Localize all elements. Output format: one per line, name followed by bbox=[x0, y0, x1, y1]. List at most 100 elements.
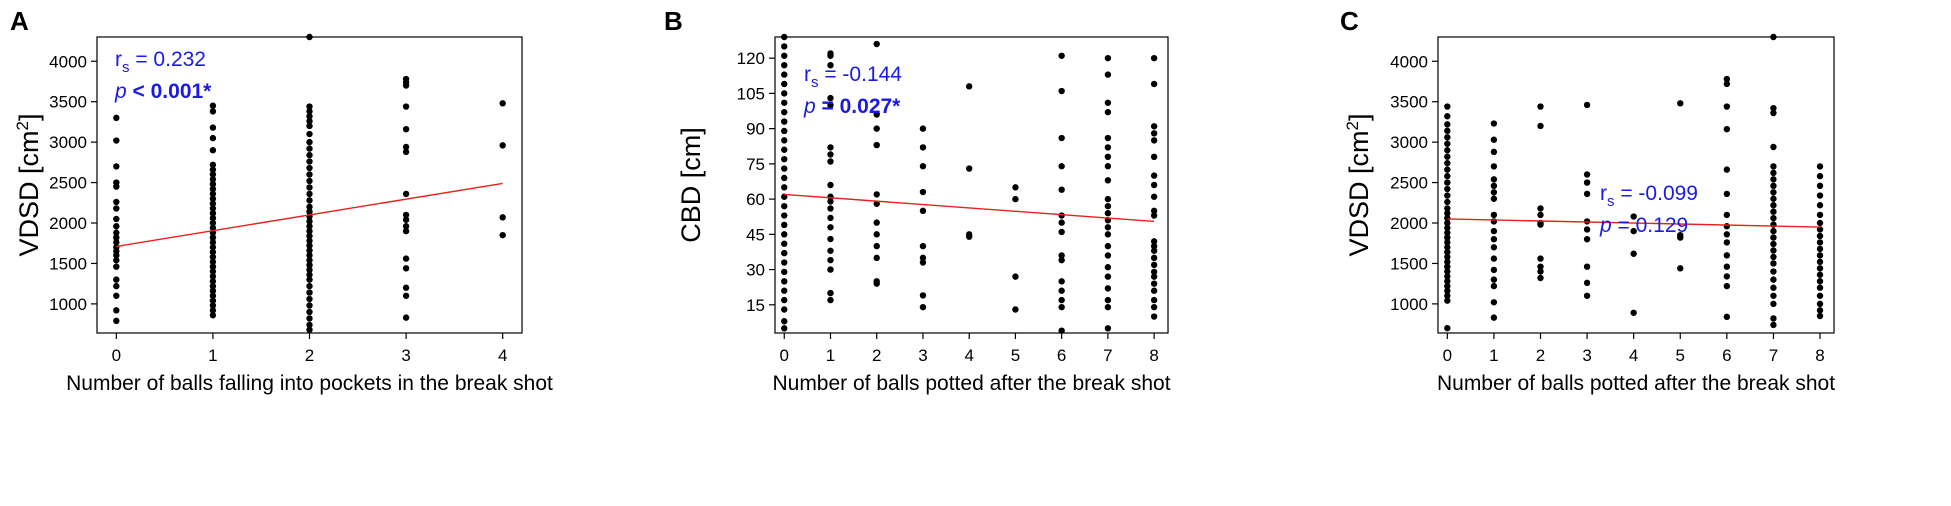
data-point-a bbox=[402, 284, 410, 291]
data-point-a bbox=[209, 108, 217, 115]
data-point-c bbox=[1723, 190, 1731, 198]
data-point-a bbox=[113, 114, 120, 122]
data-point-b bbox=[1150, 54, 1158, 62]
data-point-a bbox=[209, 210, 217, 217]
data-point-c bbox=[1444, 172, 1451, 180]
data-point-c bbox=[1770, 169, 1777, 177]
data-point-b bbox=[1150, 247, 1158, 254]
panel-a: A 1000 1500 2000 2500 3000 3500 4000 0 1 2 3 4 Number… bbox=[10, 6, 553, 395]
data-point-c bbox=[1770, 33, 1777, 41]
data-point-b bbox=[781, 212, 788, 219]
y-tick-label-a: 4000 bbox=[49, 52, 87, 71]
data-point-c bbox=[1444, 268, 1451, 275]
data-point-b bbox=[827, 247, 834, 254]
data-point-a bbox=[209, 161, 217, 168]
data-point-a bbox=[209, 224, 217, 232]
data-point-a bbox=[306, 326, 313, 333]
x-tick-label-c: 0 bbox=[1443, 346, 1452, 365]
data-point-a bbox=[402, 125, 410, 133]
data-point-b bbox=[827, 296, 834, 304]
data-point-b bbox=[781, 202, 788, 210]
x-axis-title-a: Number of balls falling into pockets in … bbox=[66, 372, 553, 395]
data-point-a bbox=[113, 234, 120, 241]
data-point-b bbox=[1104, 177, 1112, 184]
y-tick-label-c: 1500 bbox=[1390, 254, 1428, 273]
data-point-c bbox=[1816, 245, 1824, 253]
data-point-c bbox=[1490, 195, 1498, 202]
data-point-a bbox=[113, 215, 120, 223]
x-tick-label-c: 1 bbox=[1489, 346, 1498, 365]
data-point-a bbox=[113, 229, 120, 236]
x-tick-label-b: 7 bbox=[1103, 346, 1112, 365]
data-point-c bbox=[1490, 163, 1498, 170]
data-point-a bbox=[499, 142, 506, 149]
data-point-c bbox=[1816, 182, 1824, 190]
data-point-b bbox=[919, 254, 927, 262]
data-point-b bbox=[1150, 303, 1158, 311]
data-point-b bbox=[1012, 306, 1019, 313]
data-point-b bbox=[1104, 108, 1112, 116]
data-point-b bbox=[919, 242, 927, 250]
data-point-b bbox=[873, 242, 880, 250]
panel-label-a: A bbox=[10, 6, 29, 36]
data-point-a bbox=[402, 143, 410, 151]
data-point-b bbox=[873, 40, 880, 48]
data-point-b bbox=[1150, 193, 1158, 200]
x-tick-label-b: 2 bbox=[872, 346, 881, 365]
data-point-b bbox=[781, 278, 788, 285]
data-point-c bbox=[1490, 314, 1498, 321]
data-point-c bbox=[1537, 205, 1544, 212]
data-point-b bbox=[827, 256, 834, 264]
data-point-b bbox=[965, 83, 973, 90]
data-point-a bbox=[306, 117, 313, 125]
data-point-a bbox=[209, 282, 217, 290]
data-point-a bbox=[209, 200, 217, 207]
data-point-c bbox=[1537, 211, 1544, 219]
data-point-a bbox=[306, 171, 313, 178]
data-point-c bbox=[1770, 292, 1777, 299]
y-tick-label-b: 120 bbox=[737, 49, 765, 68]
x-tick-label-c: 3 bbox=[1582, 346, 1591, 365]
data-point-b bbox=[1150, 212, 1158, 219]
data-point-b bbox=[1150, 80, 1158, 88]
data-point-a bbox=[306, 184, 313, 191]
y-tick-label-b: 15 bbox=[746, 296, 765, 315]
data-point-b bbox=[827, 224, 834, 231]
data-point-c bbox=[1490, 227, 1498, 235]
data-point-a bbox=[402, 314, 410, 321]
data-point-a bbox=[113, 163, 120, 170]
data-point-a bbox=[402, 223, 410, 230]
data-point-c bbox=[1770, 109, 1777, 117]
data-point-b bbox=[1058, 303, 1065, 311]
data-point-b bbox=[1058, 296, 1065, 304]
data-point-a bbox=[113, 257, 120, 264]
data-point-a bbox=[306, 113, 313, 120]
data-point-c bbox=[1583, 263, 1591, 270]
data-point-b bbox=[781, 137, 788, 144]
data-point-c bbox=[1677, 234, 1684, 241]
data-point-c bbox=[1770, 268, 1777, 275]
data-point-a bbox=[209, 195, 217, 202]
data-point-a bbox=[209, 124, 217, 131]
data-point-c bbox=[1770, 253, 1777, 261]
data-point-a bbox=[209, 253, 217, 261]
data-point-b bbox=[827, 151, 834, 158]
data-point-c bbox=[1444, 103, 1451, 110]
data-point-c bbox=[1537, 274, 1544, 282]
data-point-a bbox=[306, 247, 313, 254]
data-point-b bbox=[1104, 195, 1112, 203]
data-point-c bbox=[1816, 271, 1824, 278]
data-point-b bbox=[1150, 242, 1158, 250]
data-point-c bbox=[1490, 235, 1498, 243]
data-point-c bbox=[1816, 172, 1824, 180]
y-tick-label-a: 2500 bbox=[49, 174, 87, 193]
data-point-b bbox=[873, 280, 880, 287]
x-tick-label-c: 6 bbox=[1722, 346, 1731, 365]
data-point-a bbox=[306, 164, 313, 172]
y-tick-label-a: 2000 bbox=[49, 214, 87, 233]
data-point-b bbox=[781, 108, 788, 116]
data-point-c bbox=[1583, 190, 1591, 198]
data-point-a bbox=[306, 208, 313, 215]
data-point-c bbox=[1444, 224, 1451, 232]
data-point-b bbox=[919, 292, 927, 299]
